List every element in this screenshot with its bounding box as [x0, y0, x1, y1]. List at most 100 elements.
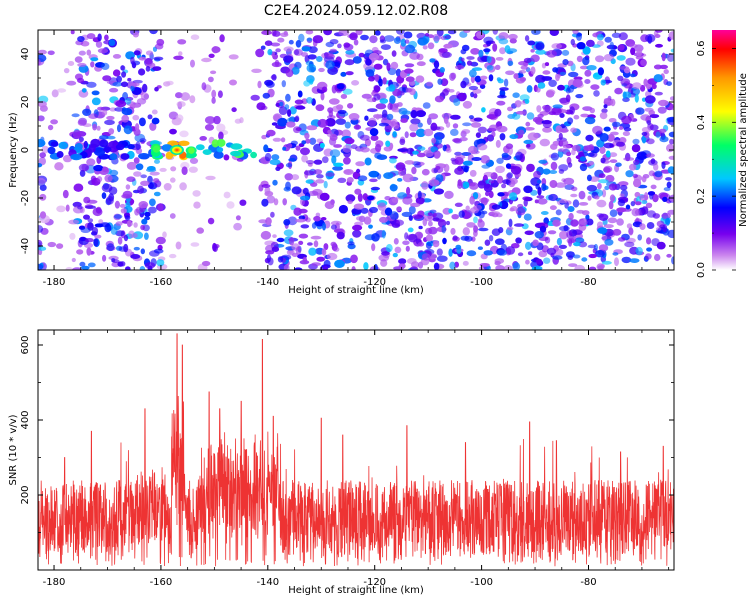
heatmap-cell	[610, 131, 619, 136]
heatmap-cell	[334, 259, 345, 268]
heatmap-cell	[112, 81, 123, 87]
heatmap-cell	[371, 243, 376, 252]
heatmap-cell	[153, 191, 161, 197]
heatmap-cell	[578, 190, 586, 200]
heatmap-cell	[508, 33, 518, 40]
heatmap-cell	[102, 109, 108, 116]
heatmap-cell	[325, 118, 336, 127]
heatmap-cell	[509, 134, 519, 140]
heatmap-cell	[570, 193, 578, 198]
snr-series-line	[38, 333, 674, 567]
heatmap-cell	[38, 157, 46, 166]
heatmap-cell	[441, 225, 447, 234]
heatmap-cell	[188, 166, 198, 173]
heatmap-cell	[550, 152, 560, 161]
heatmap-cell	[135, 141, 141, 151]
heatmap-cell	[648, 110, 655, 116]
heatmap-cell	[649, 114, 660, 119]
heatmap-cell	[337, 177, 347, 183]
heatmap-cell	[365, 69, 375, 78]
heatmap-cell	[261, 30, 272, 36]
heatmap-cell	[305, 30, 314, 35]
heatmap-cell	[104, 34, 109, 41]
heatmap-cell	[515, 237, 522, 244]
heatmap-cell	[404, 160, 415, 165]
heatmap-cell	[270, 211, 275, 218]
heatmap-cell	[514, 100, 522, 108]
heatmap-cell	[373, 85, 381, 93]
heatmap-feature	[99, 139, 109, 148]
heatmap-cell	[431, 212, 437, 218]
heatmap-cell	[282, 198, 288, 206]
heatmap-cell	[425, 234, 434, 242]
heatmap-cell	[518, 69, 527, 74]
heatmap-cell	[616, 207, 627, 213]
heatmap-cell	[600, 79, 606, 86]
heatmap-cell	[495, 139, 501, 148]
heatmap-cell	[104, 223, 112, 233]
heatmap-cell	[391, 197, 399, 203]
heatmap-cell	[518, 129, 525, 136]
heatmap-cell	[333, 162, 344, 167]
heatmap-cell	[258, 219, 268, 224]
heatmap-cell	[578, 241, 588, 248]
heatmap-cell	[595, 250, 605, 258]
heatmap-cell	[302, 256, 307, 264]
heatmap-cell	[477, 126, 488, 134]
x-tick-label: -80	[580, 577, 596, 588]
heatmap-cell	[450, 157, 456, 162]
heatmap-feature	[152, 145, 160, 153]
heatmap-cell	[454, 167, 465, 175]
heatmap-cell	[502, 179, 511, 185]
heatmap-cell	[357, 175, 368, 182]
heatmap-cell	[635, 246, 643, 256]
heatmap-cell	[639, 194, 649, 201]
heatmap-cell	[51, 89, 59, 98]
heatmap-cell	[375, 113, 380, 120]
heatmap-cell	[280, 32, 289, 38]
heatmap-cell	[415, 197, 425, 205]
heatmap-cell	[392, 252, 398, 258]
heatmap-cell	[467, 153, 474, 163]
heatmap-cell	[379, 98, 389, 104]
heatmap-cell	[367, 195, 375, 201]
heatmap-cell	[271, 122, 278, 126]
heatmap-cell	[283, 46, 294, 52]
heatmap-cell	[618, 32, 628, 41]
heatmap-cell	[207, 217, 215, 225]
heatmap-cell	[169, 128, 177, 135]
heatmap-cell	[587, 244, 596, 249]
heatmap-cell	[617, 44, 625, 51]
heatmap-cell	[600, 157, 606, 164]
heatmap-cell	[433, 262, 440, 270]
heatmap-cell	[101, 62, 110, 70]
x-tick-label: -100	[470, 577, 493, 588]
heatmap-cell	[513, 73, 519, 80]
heatmap-cell	[497, 94, 507, 99]
heatmap-cell	[654, 170, 663, 178]
heatmap-cell	[277, 37, 285, 43]
heatmap-cell	[120, 65, 125, 71]
heatmap-cell	[360, 207, 369, 214]
heatmap-cell	[256, 102, 266, 111]
heatmap-cell	[88, 113, 99, 119]
heatmap-cell	[609, 209, 618, 217]
heatmap-cell	[201, 57, 212, 63]
heatmap-cell	[349, 32, 358, 41]
heatmap-cell	[305, 138, 311, 144]
heatmap-cell	[104, 119, 115, 126]
heatmap-cell	[127, 221, 133, 227]
heatmap-cell	[595, 55, 605, 63]
heatmap-cell	[449, 261, 456, 270]
heatmap-cell	[67, 61, 75, 66]
heatmap-cell	[375, 143, 382, 153]
heatmap-cell	[352, 229, 362, 238]
heatmap-cell	[77, 205, 83, 210]
heatmap-cell	[578, 202, 589, 206]
heatmap-cell	[271, 154, 280, 161]
heatmap-cell	[102, 75, 112, 82]
heatmap-cell	[331, 84, 337, 94]
heatmap-cell	[297, 90, 303, 98]
heatmap-cell	[407, 227, 414, 233]
heatmap-cell	[498, 32, 509, 40]
